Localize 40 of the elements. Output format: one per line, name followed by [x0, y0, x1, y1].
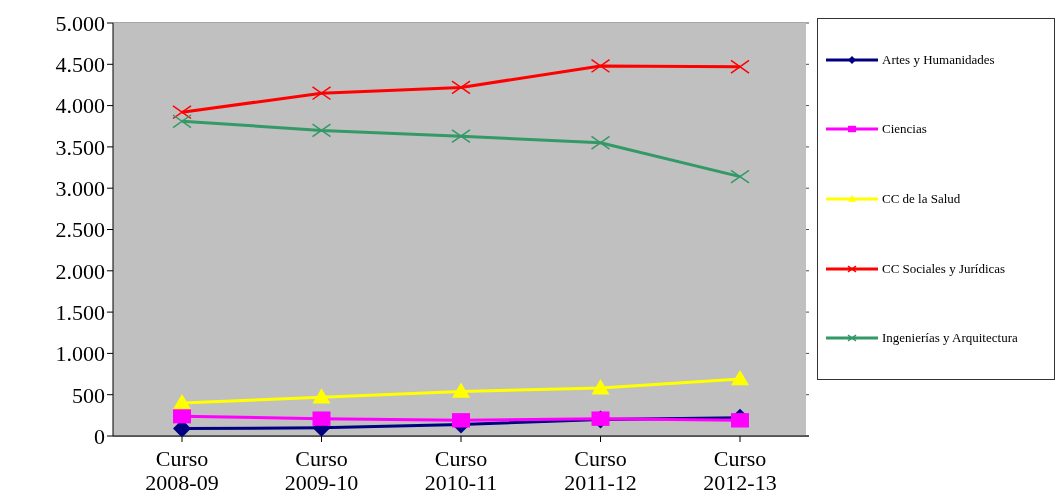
point [452, 382, 470, 398]
point [590, 135, 611, 150]
y-tick-label: 3.000 [55, 176, 105, 202]
y-tick-label: 2.500 [55, 217, 105, 243]
point [172, 114, 192, 129]
x-tick-label: Curso 2008-09 [145, 446, 219, 492]
legend-label: CC Sociales y Jurídicas [882, 260, 1007, 277]
y-tick-label: 1.500 [55, 299, 105, 325]
point [451, 80, 471, 95]
y-tick-label: 4.000 [55, 93, 105, 119]
x-tick-label: Curso 2012-13 [703, 446, 777, 492]
point [731, 413, 749, 428]
x-tick-label: Curso 2010-11 [424, 446, 498, 492]
point [172, 105, 192, 120]
point [311, 86, 332, 101]
point [451, 129, 471, 144]
point [731, 370, 749, 386]
legend-label: Ciencias [882, 121, 928, 138]
y-tick-label: 500 [72, 382, 105, 408]
x-tick-label: Curso 2011-12 [564, 446, 637, 492]
x-tick-label: Curso 2009-10 [284, 446, 359, 492]
y-tick-label: 2.000 [55, 258, 105, 284]
y-tick-label: 0 [94, 423, 105, 449]
point [173, 393, 191, 410]
point [591, 379, 610, 395]
point [730, 169, 750, 184]
point [452, 413, 470, 428]
legend-label: CC de la Salud [882, 190, 962, 207]
y-tick-label: 4.500 [55, 52, 105, 78]
point [730, 59, 750, 74]
legend-label: Artes y Humanidades [882, 51, 996, 68]
point [590, 58, 611, 73]
y-tick-label: 1.000 [55, 341, 105, 367]
point [173, 408, 191, 424]
point [312, 411, 331, 426]
legend-label: Ingenierías y Arquitectura [882, 330, 1019, 347]
point [312, 388, 331, 404]
point [311, 123, 332, 138]
y-tick-label: 5.000 [55, 10, 105, 36]
y-tick-label: 3.500 [55, 134, 105, 160]
